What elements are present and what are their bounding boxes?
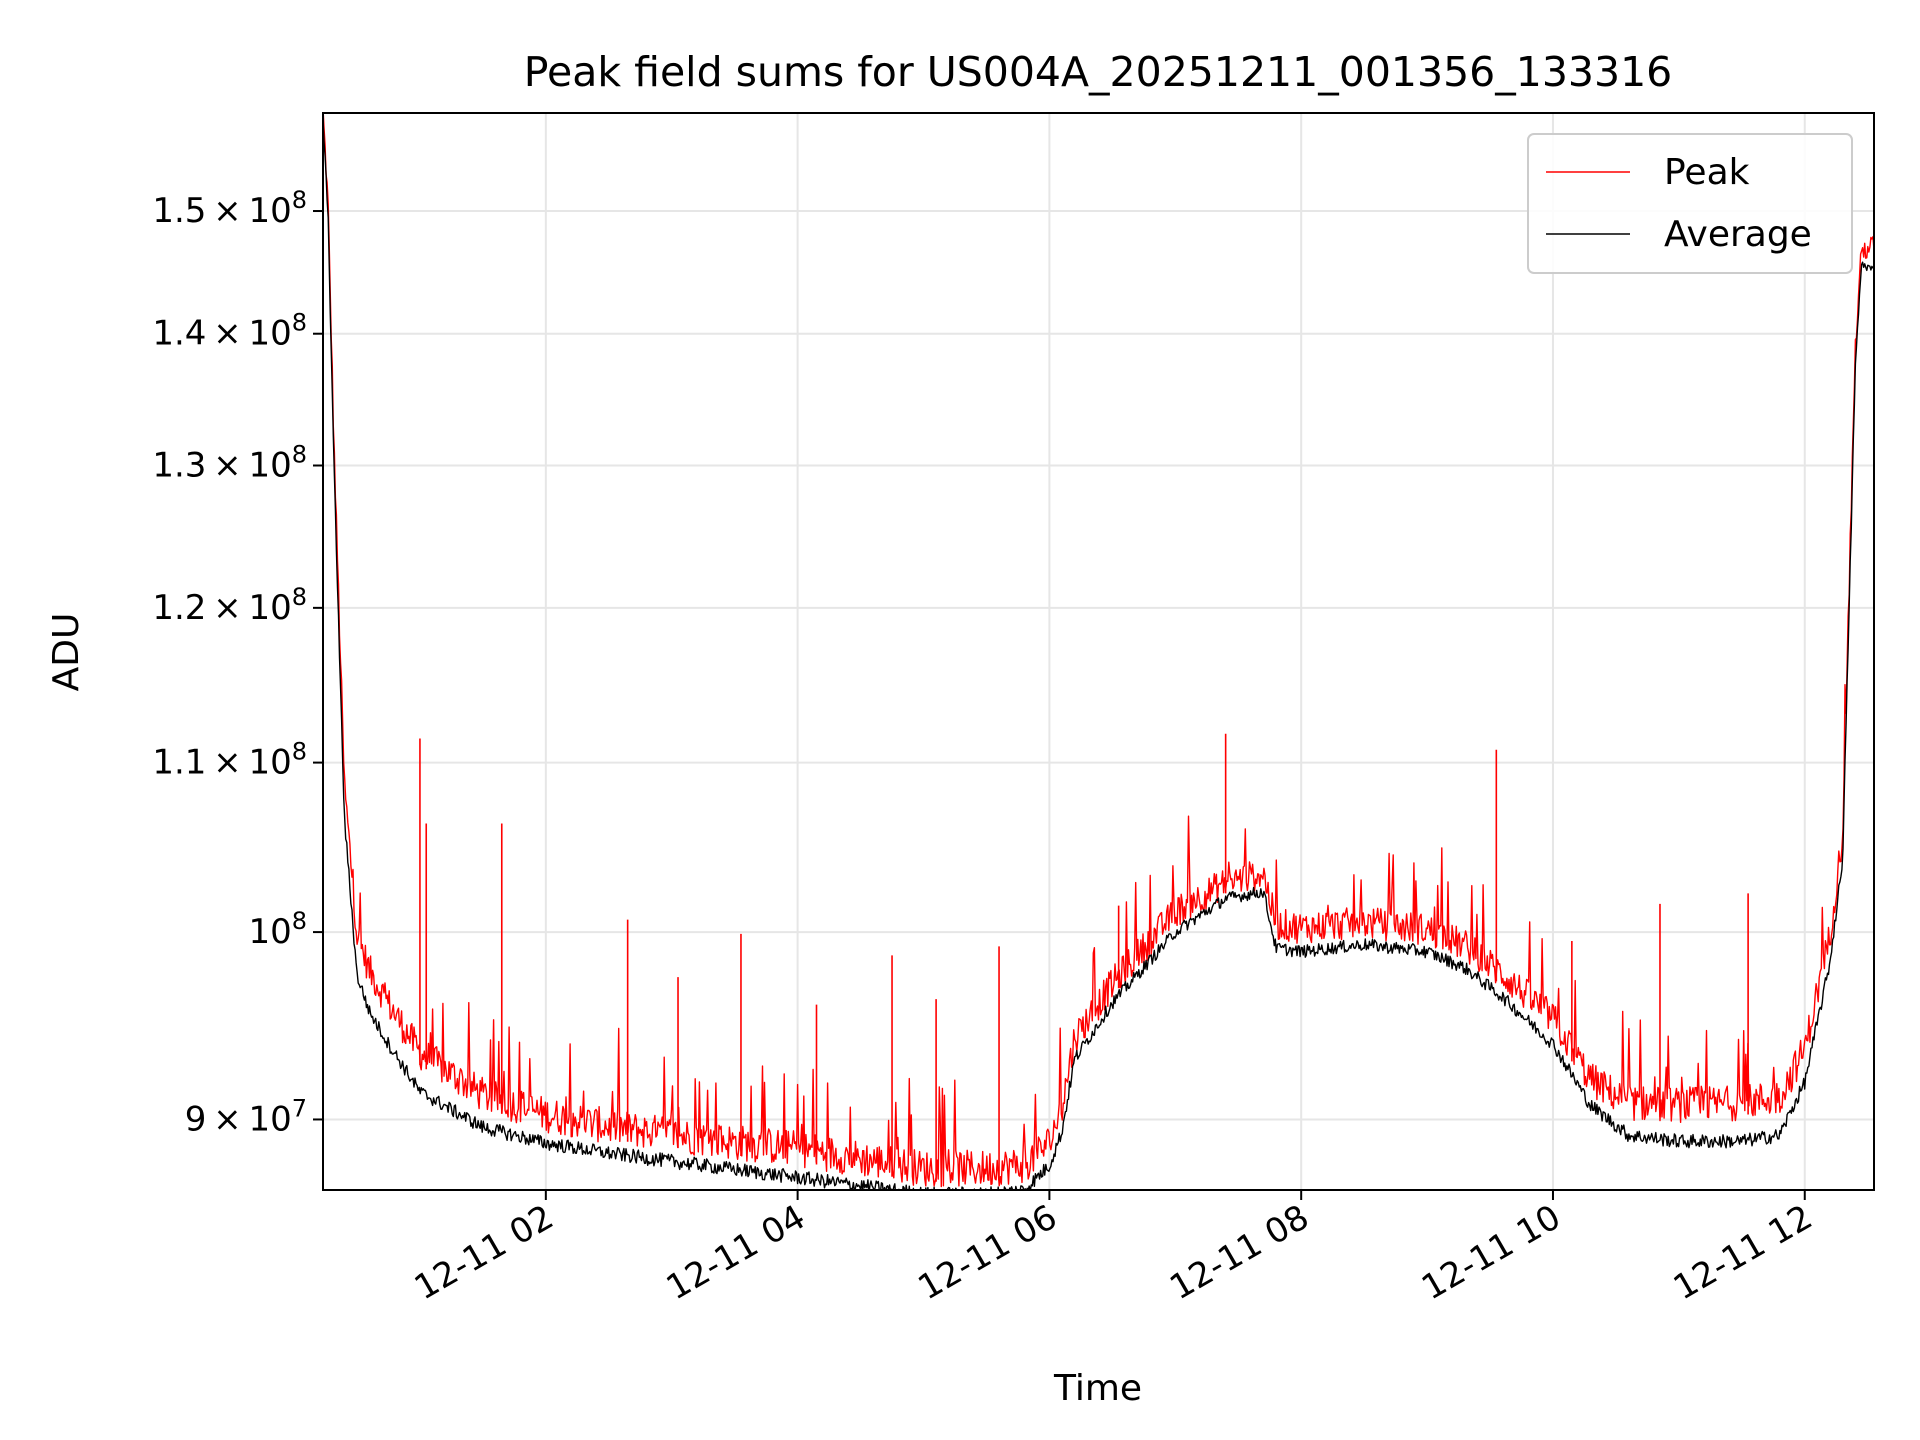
legend-peak-label: Peak xyxy=(1664,152,1750,193)
chart-title: Peak field sums for US004A_20251211_0013… xyxy=(524,48,1673,96)
y-tick-label: 1.4 × 108 xyxy=(152,309,307,354)
legend: Peak Average xyxy=(1527,133,1853,274)
x-axis-label: Time xyxy=(1053,1368,1142,1409)
y-tick-label: 1.2 × 108 xyxy=(152,583,307,628)
legend-average-label: Average xyxy=(1664,214,1812,255)
y-axis-label: ADU xyxy=(46,613,87,692)
y-tick-label: 1.3 × 108 xyxy=(152,441,307,486)
grid-lines xyxy=(323,113,1874,1190)
y-tick-label: 108 xyxy=(248,907,307,952)
y-tick-label: 1.1 × 108 xyxy=(152,738,307,783)
series-layer xyxy=(323,113,1874,1190)
y-tick-label: 9 × 107 xyxy=(185,1094,307,1139)
average-series-line xyxy=(323,117,1874,1190)
plot-frame xyxy=(322,112,1875,1191)
y-axis: 9 × 107 108 1.1 × 108 1.2 × 108 1.3 × 108 1.4… xyxy=(152,186,323,1139)
legend-box xyxy=(1527,133,1853,274)
y-tick-label: 1.5 × 108 xyxy=(152,186,307,231)
peak-series-line xyxy=(323,113,1874,1188)
